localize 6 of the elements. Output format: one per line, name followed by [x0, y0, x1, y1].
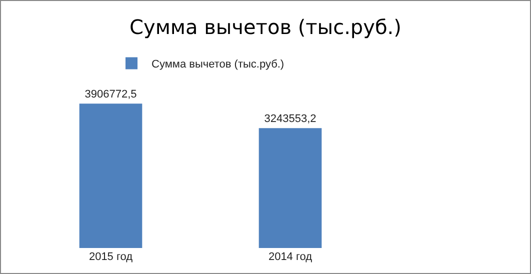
x-tick-label: 2015 год	[88, 251, 134, 263]
x-tick-label: 2014 год	[268, 251, 313, 263]
legend-label: Сумма вычетов (тыс.руб.)	[152, 58, 284, 71]
data-label: 3906772,5	[84, 88, 137, 101]
data-label: 3243553,2	[264, 113, 316, 126]
chart-title: Сумма вычетов (тыс.руб.)	[130, 15, 402, 40]
